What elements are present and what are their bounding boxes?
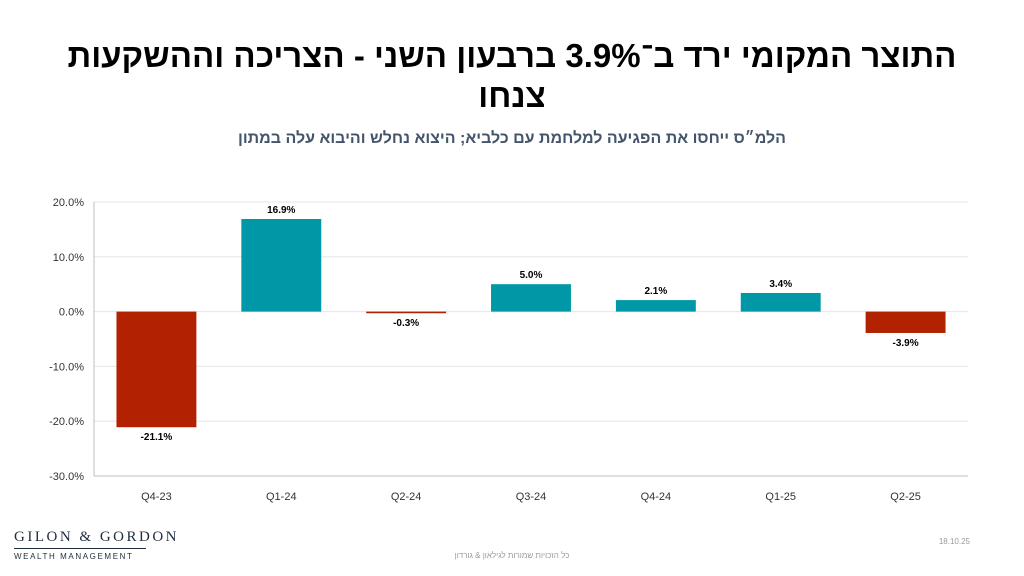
y-tick-label: 10.0%	[53, 252, 84, 264]
data-label: -3.9%	[893, 338, 919, 349]
data-label: -0.3%	[393, 318, 419, 329]
data-label: 16.9%	[267, 205, 295, 216]
axes: 20.0% 10.0% 0.0% -10.0% -20.0% -30.0%	[49, 197, 968, 483]
bar-q2-25	[865, 311, 946, 333]
data-label: 5.0%	[520, 270, 543, 281]
chart-subtitle: הלמ״ס ייחסו את הפגיעה למלחמת עם כלביא; ה…	[238, 130, 786, 147]
x-tick-label: Q1-24	[266, 491, 297, 503]
x-tick-label: Q2-24	[391, 491, 422, 503]
bar-q4-23	[116, 311, 197, 428]
logo-name: GILON & GORDON	[14, 529, 179, 545]
company-logo: GILON & GORDON WEALTH MANAGEMENT	[14, 528, 179, 564]
y-tick-label: -30.0%	[49, 471, 84, 483]
copyright-notice: כל הזכויות שמורות לגילאון & גורדון	[454, 551, 570, 560]
logo-divider	[14, 548, 146, 549]
bar-q2-24	[366, 311, 447, 314]
data-label: 3.4%	[769, 279, 792, 290]
y-tick-label: -10.0%	[49, 361, 84, 373]
y-tick-label: 0.0%	[59, 307, 84, 319]
x-tick-label: Q4-24	[641, 491, 672, 503]
x-tick-label: Q2-25	[890, 491, 921, 503]
labels: -21.1% Q4-23 16.9% Q1-24 -0.3% Q2-24 5.0% Q3-24…	[141, 205, 921, 503]
chart-title: התוצר המקומי ירד ב־3.9% ברבעון השני - הצ…	[67, 37, 957, 114]
y-tick-label: -20.0%	[49, 416, 84, 428]
x-tick-label: Q3-24	[516, 491, 547, 503]
bars	[116, 218, 946, 428]
data-label: -21.1%	[141, 432, 173, 443]
bar-q1-24	[241, 218, 322, 312]
bar-q1-25	[740, 292, 821, 312]
y-tick-label: 20.0%	[53, 197, 84, 209]
bar-q3-24	[491, 284, 571, 312]
bar-q4-24	[615, 300, 696, 312]
x-tick-label: Q4-23	[141, 491, 172, 503]
logo-subtitle: WEALTH MANAGEMENT	[14, 552, 134, 561]
data-label: 2.1%	[644, 286, 667, 297]
x-tick-label: Q1-25	[765, 491, 796, 503]
slide-date: 18.10.25	[938, 537, 970, 546]
